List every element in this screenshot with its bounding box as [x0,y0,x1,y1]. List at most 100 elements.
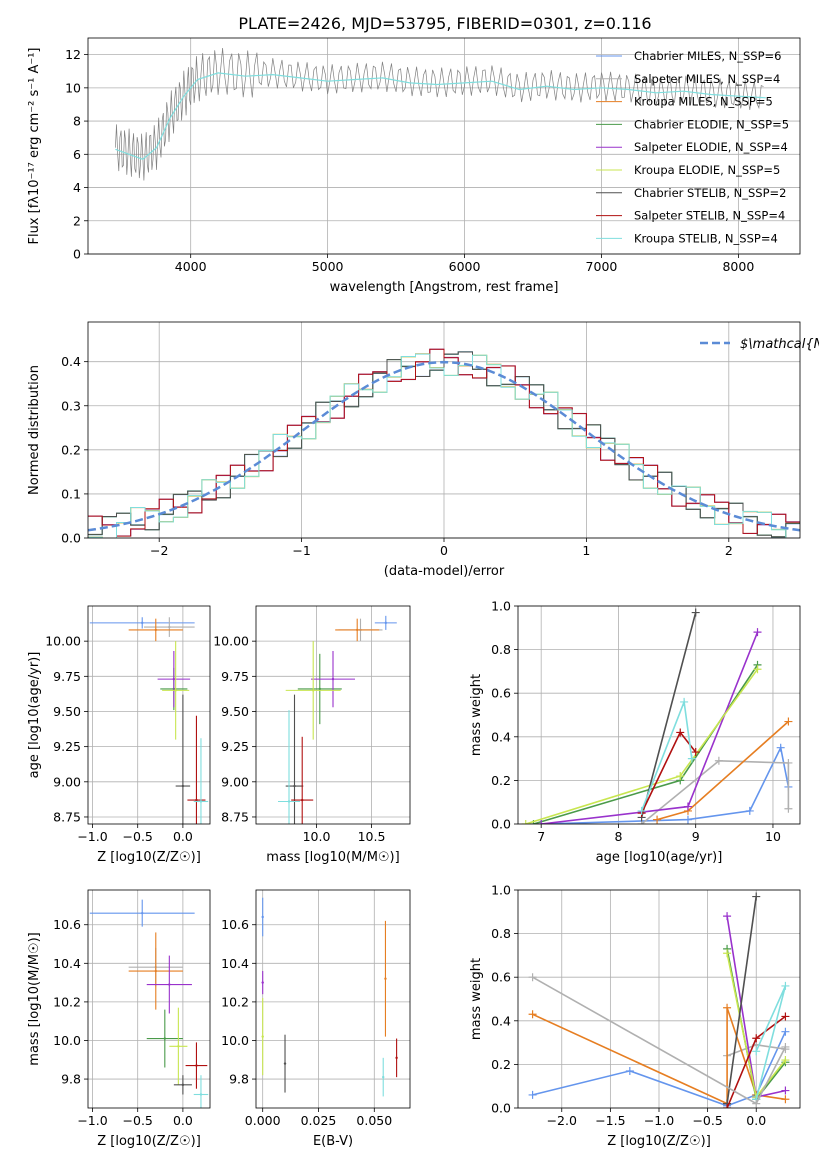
data-point [154,628,157,632]
x-tick-label: 5000 [312,259,344,274]
weight-marker [653,815,662,824]
data-point [301,798,304,802]
weight-marker [723,949,732,958]
data-point [172,677,176,681]
x-axis-label: mass [log10(M/M☉)] [266,850,399,865]
data-point [318,687,321,691]
data-point [141,911,144,915]
data-point [168,983,171,986]
weight-marker [752,1034,761,1043]
x-axis-label: (data-model)/error [384,564,505,579]
weight-marker [676,728,685,737]
plot-area-age-vs-Z [89,617,209,824]
legend-label: Salpeter STELIB, N_SSP=4 [634,209,785,223]
weight-marker [687,754,696,763]
x-axis-label: E(B-V) [313,1134,353,1149]
x-axis-label: wavelength [Angstrom, rest frame] [330,280,559,295]
data-point [384,621,387,625]
legend-label: Kroupa MILES, N_SSP=5 [634,95,773,109]
weight-marker [784,717,793,726]
legend-label: Chabrier ELODIE, N_SSP=5 [634,117,789,131]
data-point [199,1093,203,1096]
x-axis-label: age [log10(age/yr)] [596,850,723,865]
y-tick-label: 0.0 [61,531,81,546]
weight-marker [781,981,790,990]
weight-marker [784,758,793,767]
y-axis-label: Flux [fλ10⁻¹⁷ erg cm⁻² s⁻¹ A⁻¹] [27,48,42,245]
y-tick-label: 0 [73,247,81,262]
y-axis-label: mass [log10(M/M☉)] [27,932,42,1065]
data-point [283,1062,287,1065]
axes-frame [87,889,211,1109]
y-tick-label: 10.2 [221,994,249,1009]
y-tick-label: 0.2 [61,442,81,457]
y-tick-label: 8.75 [53,809,81,824]
legend-label: Salpeter MILES, N_SSP=4 [634,72,780,86]
y-tick-label: 6 [73,147,81,162]
y-tick-label: 0.4 [491,729,511,744]
weight-marker [691,608,700,617]
legend-label: $\mathcal{N}(0,1)$ [740,337,819,352]
x-tick-label: 10.5 [358,829,386,844]
y-tick-label: 0.4 [61,354,81,369]
weight-marker [723,912,732,921]
weight-marker [753,628,762,637]
weight-marker [528,1010,537,1019]
y-tick-label: 0.8 [491,926,511,941]
y-tick-label: 2 [73,213,81,228]
data-point [356,628,359,632]
x-tick-label: 10 [765,829,781,844]
weight-marker [781,1086,790,1095]
panel-spectrum: 4000 5000 6000 7000 8000 0 2 4 6 8 10 12 wavelength … [27,37,801,295]
weight-marker [691,748,700,757]
y-tick-label: 0.2 [491,1057,511,1072]
weight-marker [781,1056,790,1065]
x-tick-label: 0.0 [173,1113,193,1128]
x-tick-label: 0.025 [301,1113,337,1128]
x-tick-label: 7000 [586,259,618,274]
x-tick-label: −1.0 [77,829,107,844]
weight-marker [781,1027,790,1036]
y-tick-label: 10.0 [221,1033,249,1048]
panel-mass-vs-ebv: 0.000 0.025 0.050 9.8 10.0 10.2 10.4 10.6 E(B-V) [221,889,411,1149]
x-tick-label: 2 [725,543,733,558]
weight-line [541,745,790,824]
data-point [154,969,157,973]
panel-mass-vs-Z: −1.0 −0.5 0.0 9.8 10.0 10.2 10.4 10.6 Z [log10(Z… [27,889,211,1149]
panel-age-vs-Z: −1.0 −0.5 0.0 8.75 9.00 9.25 9.50 9.75 10.00 Z [l… [27,605,211,865]
x-tick-label: 8 [614,829,622,844]
x-tick-label: −2 [150,543,168,558]
y-tick-label: 9.25 [221,739,249,754]
y-axis-label: Normed distribution [27,365,42,495]
y-tick-label: 0.3 [61,398,81,413]
weight-line [726,896,757,1104]
weight-marker [528,973,537,982]
y-tick-label: 8.75 [221,809,249,824]
legend-label: Kroupa STELIB, N_SSP=4 [634,231,778,245]
axes-frame [87,321,801,539]
x-axis-label: Z [log10(Z/Z☉)] [97,850,201,865]
weight-marker [752,1047,761,1056]
weight-marker [680,697,689,706]
y-tick-label: 0.0 [491,1101,511,1116]
weight-marker [683,815,692,824]
y-tick-label: 9.50 [221,704,249,719]
data-point [331,677,335,681]
axes-frame [87,605,211,825]
plot-area-age-vs-mass [278,615,397,824]
legend-label: Kroupa ELODIE, N_SSP=5 [634,163,780,177]
histogram-7 [88,348,800,537]
y-tick-label: 10.6 [53,917,81,932]
data-point [181,1083,185,1087]
figure-title: PLATE=2426, MJD=53795, FIBERID=0301, z=0… [238,14,651,33]
y-tick-label: 0.1 [61,486,81,501]
weight-marker [714,756,723,765]
x-tick-label: 6000 [449,259,481,274]
panel-mass-weight-vs-age: 7 8 9 10 0.0 0.2 0.4 0.6 0.8 1.0 age [log10(age/yr… [469,599,801,865]
x-tick-label: 10.0 [303,829,331,844]
weight-line [640,612,697,818]
x-tick-label: 0 [440,543,448,558]
data-point [168,625,171,629]
plot-area-residuals [88,348,800,538]
